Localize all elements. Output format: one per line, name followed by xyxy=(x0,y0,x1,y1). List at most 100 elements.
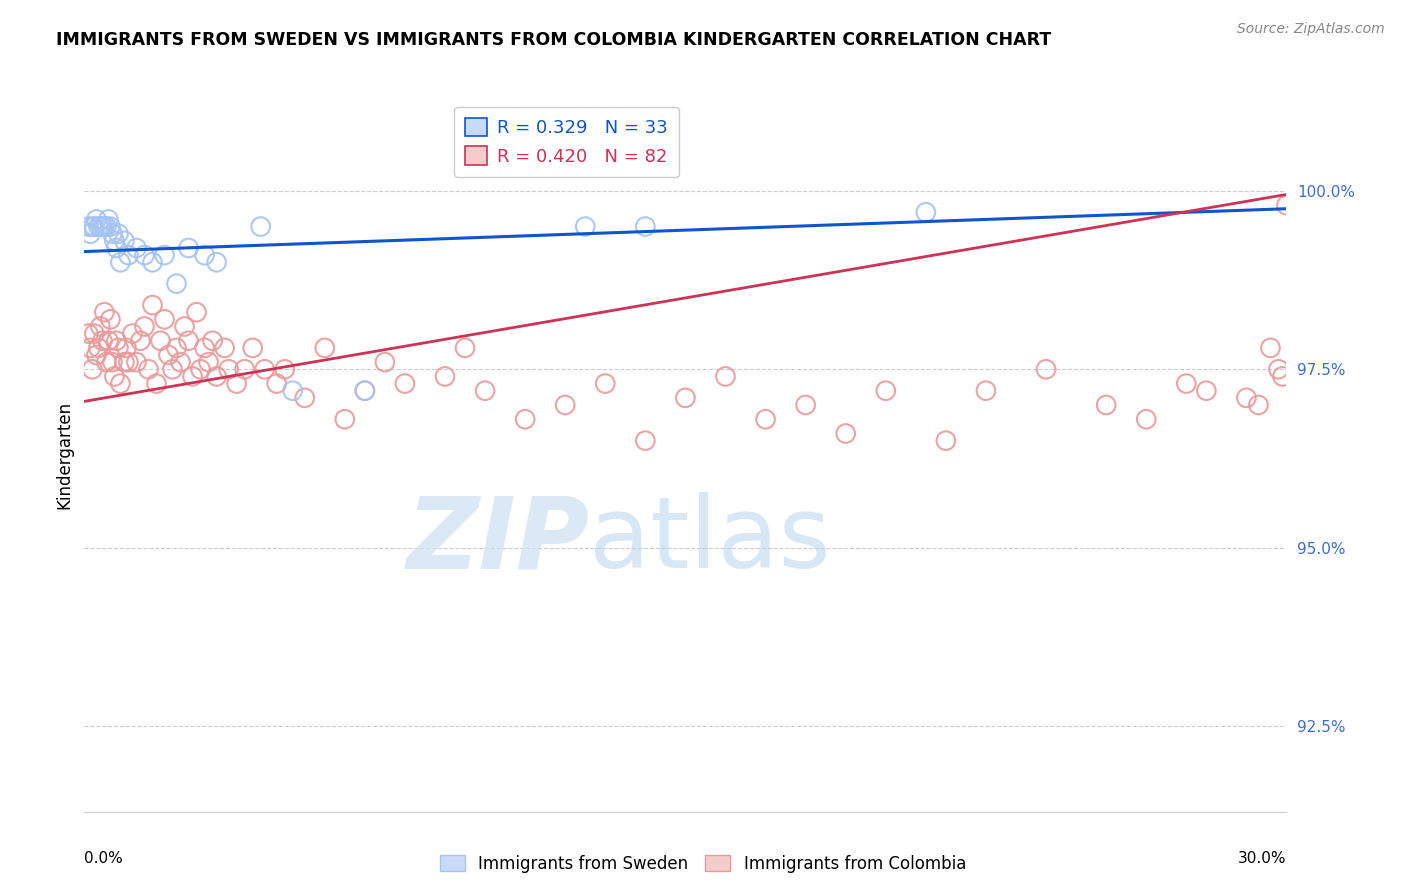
Point xyxy=(125,241,148,255)
Point xyxy=(166,341,188,355)
Legend: R = 0.329   N = 33, R = 0.420   N = 82: R = 0.329 N = 33, R = 0.420 N = 82 xyxy=(454,107,679,177)
Point xyxy=(82,362,104,376)
Point xyxy=(82,219,104,234)
Point xyxy=(121,326,143,341)
Text: atlas: atlas xyxy=(589,492,831,589)
Point xyxy=(110,255,132,269)
Point xyxy=(89,319,111,334)
Point xyxy=(101,227,124,241)
Point xyxy=(87,219,110,234)
Point xyxy=(915,205,938,219)
Y-axis label: Kindergarten: Kindergarten xyxy=(55,401,73,509)
Point xyxy=(294,391,316,405)
Point xyxy=(86,348,108,362)
Point xyxy=(675,391,697,405)
Point xyxy=(115,341,138,355)
Point xyxy=(141,298,163,312)
Point xyxy=(794,398,817,412)
Point xyxy=(83,219,105,234)
Point xyxy=(935,434,957,448)
Point xyxy=(1135,412,1157,426)
Point xyxy=(103,369,125,384)
Point xyxy=(129,334,152,348)
Point xyxy=(454,341,477,355)
Point xyxy=(1236,391,1258,405)
Point xyxy=(100,312,122,326)
Point xyxy=(190,362,212,376)
Point xyxy=(233,362,256,376)
Point xyxy=(333,412,356,426)
Point xyxy=(162,362,184,376)
Point xyxy=(97,212,120,227)
Point xyxy=(194,341,217,355)
Point xyxy=(141,255,163,269)
Point xyxy=(634,434,657,448)
Point xyxy=(103,234,125,248)
Point xyxy=(281,384,304,398)
Point xyxy=(93,219,115,234)
Point xyxy=(1175,376,1198,391)
Point xyxy=(354,384,377,398)
Point xyxy=(374,355,396,369)
Point xyxy=(117,248,139,262)
Point xyxy=(1247,398,1270,412)
Point xyxy=(875,384,897,398)
Point xyxy=(974,384,997,398)
Point xyxy=(153,248,176,262)
Point xyxy=(755,412,778,426)
Point xyxy=(253,362,276,376)
Point xyxy=(89,219,111,234)
Point xyxy=(91,219,114,234)
Point xyxy=(274,362,297,376)
Point xyxy=(100,219,122,234)
Point xyxy=(149,334,172,348)
Point xyxy=(835,426,858,441)
Point xyxy=(97,334,120,348)
Point xyxy=(205,255,228,269)
Point xyxy=(225,376,247,391)
Point xyxy=(554,398,576,412)
Point xyxy=(634,219,657,234)
Point xyxy=(394,376,416,391)
Text: 0.0%: 0.0% xyxy=(84,851,124,866)
Point xyxy=(1271,369,1294,384)
Point xyxy=(134,248,156,262)
Point xyxy=(205,369,228,384)
Point xyxy=(218,362,240,376)
Point xyxy=(177,334,200,348)
Point xyxy=(83,326,105,341)
Point xyxy=(169,355,191,369)
Point xyxy=(101,355,124,369)
Point xyxy=(266,376,288,391)
Text: Source: ZipAtlas.com: Source: ZipAtlas.com xyxy=(1237,22,1385,37)
Point xyxy=(114,355,135,369)
Point xyxy=(181,369,204,384)
Point xyxy=(173,319,195,334)
Point xyxy=(166,277,188,291)
Point xyxy=(574,219,596,234)
Point xyxy=(354,384,377,398)
Point xyxy=(186,305,208,319)
Point xyxy=(91,334,114,348)
Point xyxy=(96,219,118,234)
Legend: Immigrants from Sweden, Immigrants from Colombia: Immigrants from Sweden, Immigrants from … xyxy=(433,848,973,880)
Point xyxy=(107,227,129,241)
Text: 30.0%: 30.0% xyxy=(1239,851,1286,866)
Point xyxy=(114,234,135,248)
Point xyxy=(1275,198,1298,212)
Point xyxy=(474,384,496,398)
Text: IMMIGRANTS FROM SWEDEN VS IMMIGRANTS FROM COLOMBIA KINDERGARTEN CORRELATION CHAR: IMMIGRANTS FROM SWEDEN VS IMMIGRANTS FRO… xyxy=(56,31,1052,49)
Point xyxy=(134,319,156,334)
Point xyxy=(79,227,101,241)
Point xyxy=(714,369,737,384)
Point xyxy=(194,248,217,262)
Point xyxy=(1260,341,1282,355)
Point xyxy=(1035,362,1057,376)
Point xyxy=(79,341,101,355)
Point xyxy=(1195,384,1218,398)
Point xyxy=(107,341,129,355)
Point xyxy=(242,341,264,355)
Point xyxy=(1095,398,1118,412)
Point xyxy=(77,219,100,234)
Point xyxy=(153,312,176,326)
